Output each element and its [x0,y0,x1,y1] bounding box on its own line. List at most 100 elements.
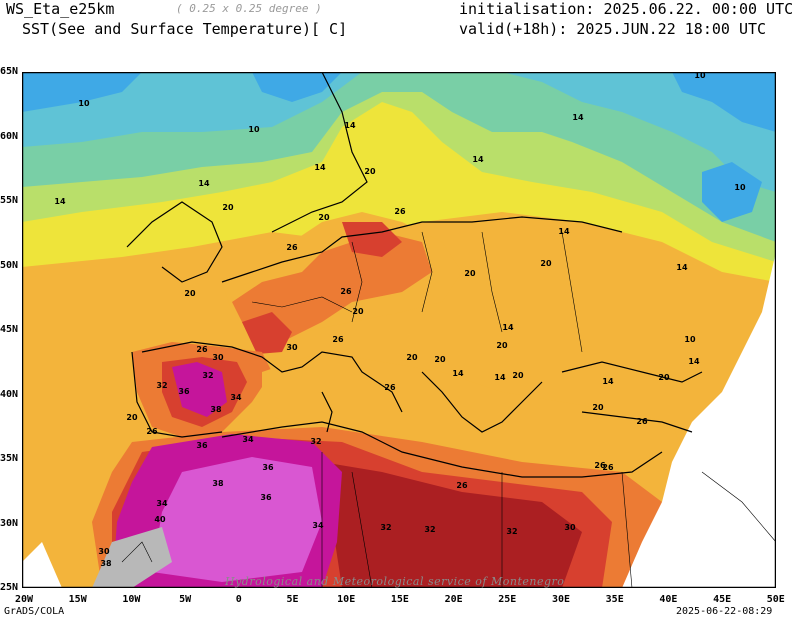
lat-tick-45N: 45N [0,324,19,335]
contour-label: 34 [242,435,254,444]
contour-label: 32 [424,525,435,534]
contour-label: 14 [558,227,570,236]
contour-label: 26 [332,335,344,344]
contour-label: 26 [456,481,468,490]
border-5 [561,231,583,353]
border-3 [421,231,433,313]
lon-tick-30E: 30E [551,594,571,605]
lon-tick-50E: 50E [766,594,785,605]
coast-iberia-west [131,351,223,438]
variable-label: SST(See and Surface Temperature)[ C] [22,20,348,38]
contour-label: 20 [222,203,234,212]
contour-label: 26 [196,345,208,354]
contour-label: 30 [98,547,110,556]
lat-tick-50N: 50N [0,259,19,271]
contour-label: 34 [156,499,168,508]
coast-black-sea [561,361,703,383]
contour-label: 26 [340,287,352,296]
lat-tick-25N: 25N [0,582,19,593]
coast-north-africa [221,421,663,478]
contour-label: 36 [178,387,190,396]
border-4 [481,231,503,333]
contour-label: 14 [676,263,688,272]
sst-band-34-36-iberia [172,362,227,417]
contour-label: 36 [262,463,274,472]
contour-label: 20 [364,167,376,176]
contour-label: 14 [494,373,506,382]
sst-band-10-14 [22,72,776,192]
contour-label: 38 [212,479,224,488]
contour-label: 14 [572,113,584,122]
lon-tick-15W: 15W [68,594,87,605]
contour-label: 10 [694,72,706,80]
contour-label: 14 [54,197,66,206]
credit-watermark: Hydrological and Meteorological service … [225,575,565,588]
sst-map: 10 10 10 10 10 14 14 14 14 14 14 14 14 14 14 14 14 14 20 20… [21,71,777,589]
sst-band-above-38 [92,527,172,588]
contour-labels: 10 10 10 10 10 14 14 14 14 14 14 14 14 14 14 14 14 14 20 20… [54,72,746,568]
contour-label: 26 [636,417,648,426]
sst-band-below-10 [22,72,776,222]
coast-north-europe [221,216,623,283]
border-10 [701,471,776,543]
contour-label: 14 [688,357,700,366]
contour-label: 30 [212,353,224,362]
contour-label: 26 [394,207,406,216]
lat-tick-60N: 60N [0,130,19,142]
map-frame [21,71,777,589]
footer-left: GrADS/COLA [4,606,65,617]
border-2 [351,241,363,323]
lon-tick-5W: 5W [179,594,192,605]
lon-tick-15E: 15E [390,594,409,605]
contour-label: 10 [78,99,90,108]
coast-iberia-italy [141,341,403,413]
sst-band-26-29-europe [232,232,432,342]
contour-label: 30 [286,343,298,352]
contour-label: 38 [210,405,222,414]
contour-label: 32 [310,437,321,446]
contour-label: 38 [100,559,112,568]
contour-label: 20 [592,403,604,412]
contour-label: 32 [380,523,391,532]
contour-label: 20 [318,213,330,222]
coast-british-isles [126,201,223,283]
contour-label: 32 [202,371,213,380]
contour-label: 26 [594,461,606,470]
border-7 [351,471,373,588]
contour-label: 14 [502,323,514,332]
coast-sardinia [321,391,333,433]
model-name: WS_Eta_e25km [6,0,115,18]
contour-label: 34 [230,393,242,402]
lon-tick-10E: 10E [337,594,356,605]
lon-tick-10W: 10W [122,594,141,605]
footer-timestamp: 2025-06-22-08:29 [676,606,773,617]
resolution-label: ( 0.25 x 0.25 degree ) [176,2,322,15]
lon-tick-0: 0 [235,594,242,605]
sst-band-32-34-africa [322,462,582,588]
no-data-sw [22,542,62,588]
contour-label: 20 [184,289,196,298]
valid-time: valid(+18h): 2025.JUN.22 18:00 UTC [459,20,767,38]
contour-label: 40 [154,515,166,524]
lat-tick-35N: 35N [0,453,19,464]
contour-label: 36 [260,493,272,502]
contour-label: 10 [248,125,260,134]
contour-label: 14 [344,121,356,130]
border-11 [121,541,153,563]
sst-band-29-32-europe [242,222,402,354]
contour-label: 20 [352,307,364,316]
border-9 [621,471,633,588]
contour-label: 14 [314,163,326,172]
coast-scandinavia [271,72,368,233]
contour-label: 36 [196,441,208,450]
lon-tick-20E: 20E [444,594,463,605]
sst-band-36-38-africa [152,457,322,582]
contour-label: 14 [602,377,614,386]
contour-label: 20 [496,341,508,350]
contour-label: 20 [658,373,670,382]
no-data-se [622,252,776,588]
contour-label: 20 [512,371,524,380]
coast-turkey [581,411,693,433]
lon-tick-20W: 20W [14,594,34,605]
contour-label: 26 [384,383,396,392]
